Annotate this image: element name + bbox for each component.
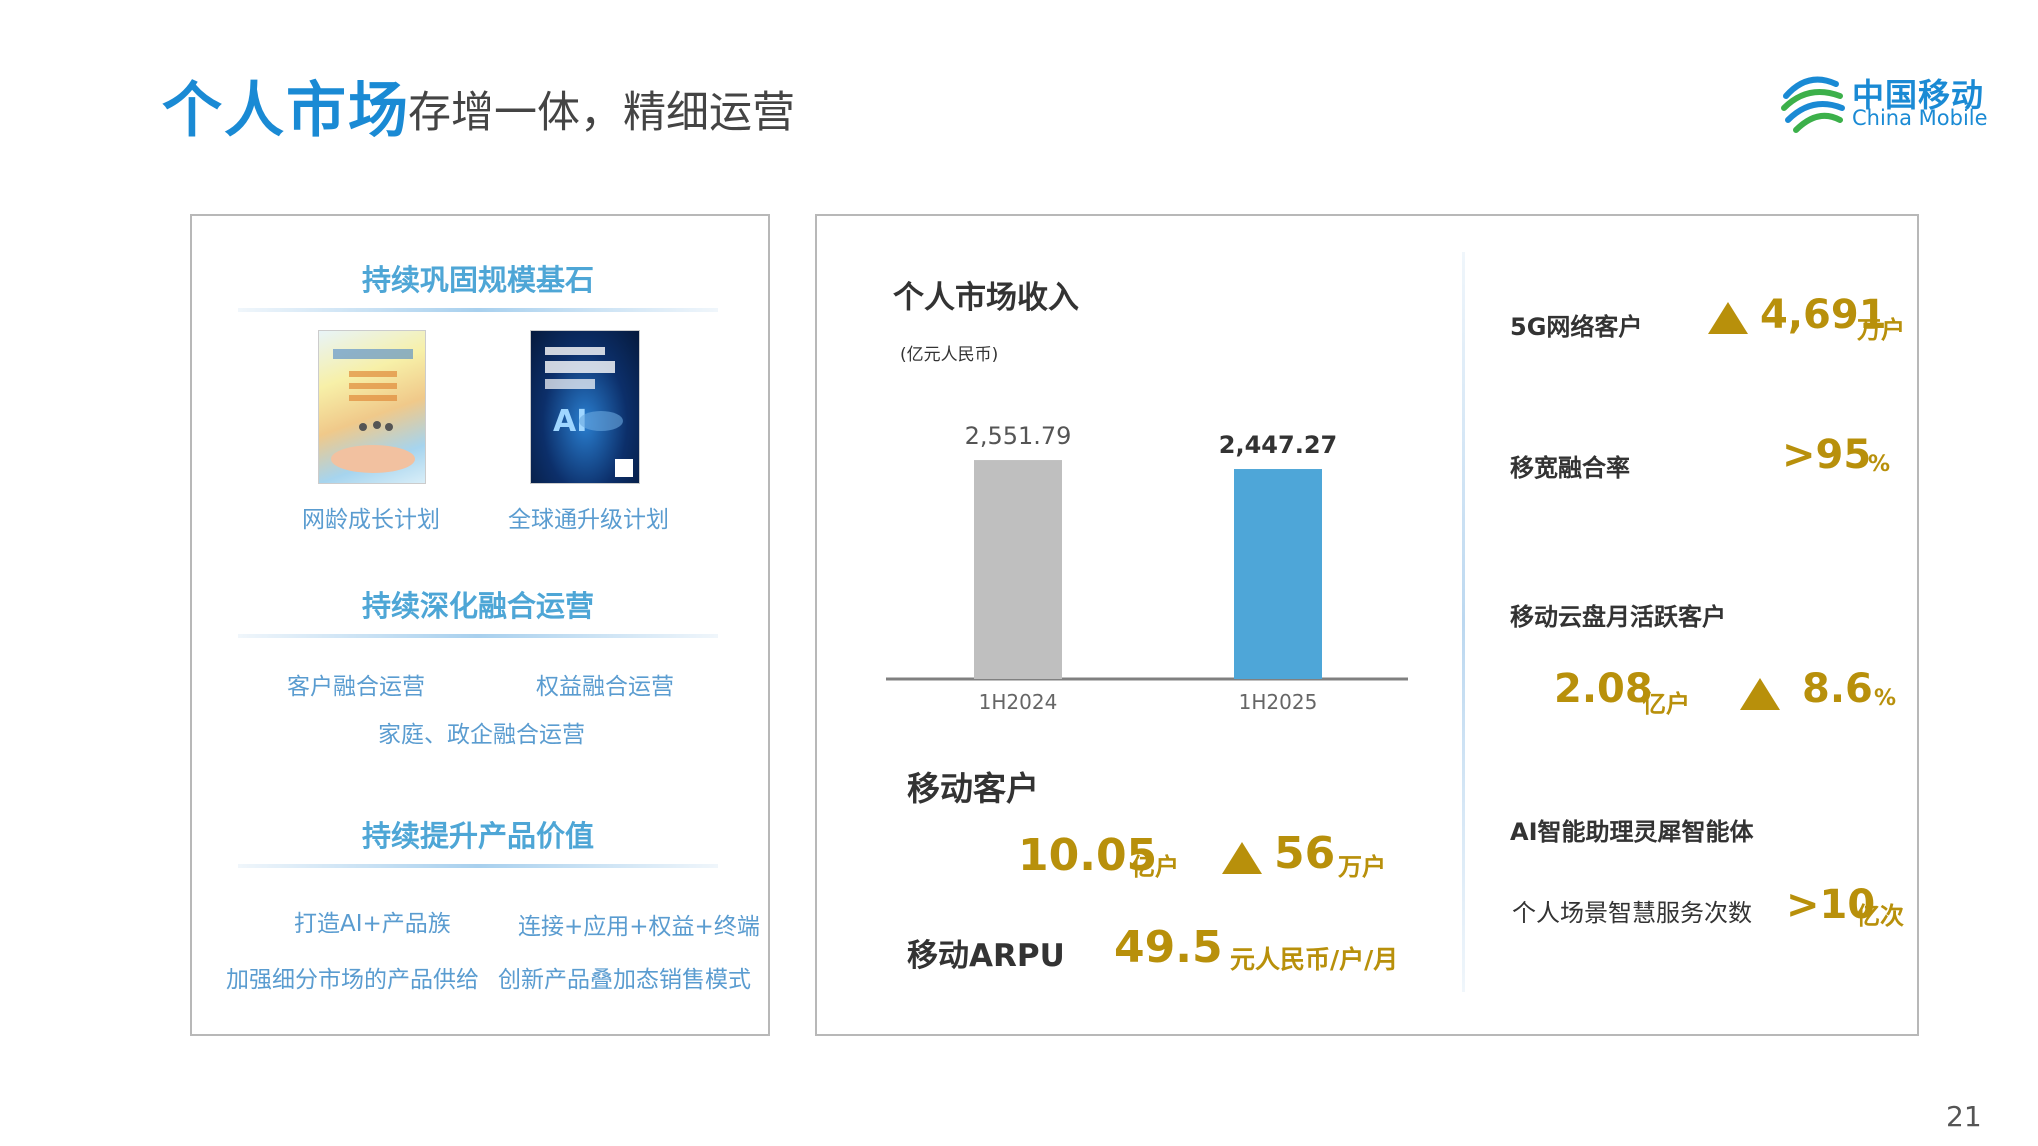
- growth-up-triangle-icon: [1740, 678, 1780, 710]
- logo-text-cn: 中国移动: [1852, 76, 1985, 114]
- growth-up-triangle-icon: [1708, 302, 1748, 334]
- section-divider: [238, 634, 718, 638]
- vertical-divider: [1462, 252, 1465, 992]
- cloud-growth-unit: %: [1874, 686, 1897, 711]
- fiveg-label: 5G网络客户: [1510, 313, 1643, 341]
- china-mobile-logo-icon: [1781, 76, 1845, 133]
- fiveg-value: 4,691: [1760, 292, 1887, 338]
- item-global-plan: 全球通升级计划: [508, 507, 669, 533]
- arpu-label: 移动ARPU: [907, 938, 1065, 974]
- section-title-product: 持续提升产品价值: [361, 819, 594, 853]
- item-benefit-integration: 权益融合运营: [536, 674, 674, 700]
- arpu-unit: 元人民币/户/月: [1230, 945, 1399, 974]
- item-ai-products: 打造AI+产品族: [294, 911, 451, 937]
- cloud-label: 移动云盘月活跃客户: [1510, 603, 1726, 631]
- revenue-bar-1H2025: [1234, 469, 1322, 679]
- bar-value-label: 2,447.27: [1219, 431, 1337, 459]
- cloud-value: 2.08: [1554, 666, 1653, 712]
- ai-service-label: 个人场景智慧服务次数: [1512, 899, 1752, 927]
- page-subtitle: 存增一体，精细运营: [408, 88, 795, 138]
- broadband-unit: %: [1868, 452, 1891, 477]
- page-title: 个人市场: [162, 76, 410, 146]
- mobile-customers-unit: 亿户: [1131, 853, 1179, 881]
- section-divider: [238, 864, 718, 868]
- section-title-integration: 持续深化融合运营: [361, 589, 594, 623]
- logo-text-en: China Mobile: [1852, 106, 1988, 130]
- item-customer-integration: 客户融合运营: [287, 674, 425, 700]
- bar-value-label: 2,551.79: [965, 422, 1072, 450]
- broadband-label: 移宽融合率: [1510, 454, 1630, 482]
- section-divider: [238, 308, 718, 312]
- global-poster-art-icon: AI: [545, 347, 633, 477]
- poster-image-tenure-plan: [318, 330, 426, 484]
- x-tick-label: 1H2024: [979, 690, 1058, 714]
- cloud-unit: 亿户: [1642, 690, 1690, 718]
- ai-service-value: >10: [1786, 882, 1876, 928]
- mobile-customers-growth-unit: 万户: [1338, 853, 1386, 881]
- cloud-growth: 8.6: [1802, 666, 1873, 712]
- fiveg-unit: 万户: [1857, 316, 1905, 344]
- tenure-poster-art-icon: [331, 349, 415, 473]
- mobile-customers-value: 10.05: [1018, 830, 1158, 881]
- strategy-panel: [190, 214, 770, 1036]
- growth-up-triangle-icon: [1222, 842, 1262, 874]
- revenue-bar-chart: 2,551.79 1H2024 2,447.27 1H2025: [886, 422, 1408, 714]
- ai-service-unit: 亿次: [1856, 902, 1904, 930]
- broadband-value: >95: [1782, 432, 1872, 478]
- mobile-customers-growth: 56: [1274, 828, 1336, 879]
- item-connect-app: 连接+应用+权益+终端: [518, 914, 760, 940]
- ai-agent-label: AI智能助理灵犀智能体: [1510, 818, 1754, 846]
- item-family-enterprise: 家庭、政企融合运营: [378, 722, 585, 748]
- item-sales-model: 创新产品叠加态销售模式: [498, 967, 751, 993]
- mobile-customers-label: 移动客户: [907, 769, 1039, 808]
- poster-image-global-plan: AI: [530, 330, 640, 484]
- item-tenure-plan: 网龄成长计划: [302, 507, 440, 533]
- chart-unit: (亿元人民币): [900, 345, 999, 365]
- arpu-value: 49.5: [1114, 922, 1223, 973]
- page-number: 21: [1946, 1100, 1982, 1133]
- revenue-bar-1H2024: [974, 460, 1062, 679]
- item-segment-supply: 加强细分市场的产品供给: [226, 967, 479, 993]
- chart-title: 个人市场收入: [893, 280, 1079, 316]
- x-tick-label: 1H2025: [1239, 690, 1318, 714]
- section-title-scale: 持续巩固规模基石: [361, 263, 594, 297]
